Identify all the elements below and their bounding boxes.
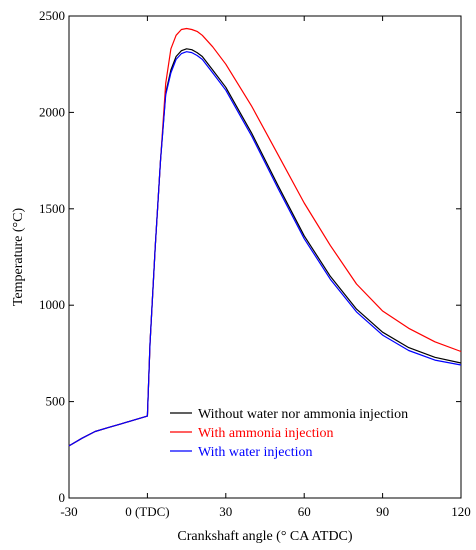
y-axis-title: Temperature (°C) xyxy=(11,208,26,307)
legend-label: Without water nor ammonia injection xyxy=(198,407,408,422)
x-axis-title: Crankshaft angle (° CA ATDC) xyxy=(177,529,352,544)
x-tick-label: 120 xyxy=(451,504,471,519)
legend: Without water nor ammonia injection With … xyxy=(170,407,408,460)
legend-label: With ammonia injection xyxy=(198,426,334,441)
series-line-2 xyxy=(68,27,462,447)
plot-frame xyxy=(68,15,462,499)
x-tick-label: 60 xyxy=(298,504,311,519)
x-tick-label: -30 xyxy=(60,504,77,519)
y-tick-label: 2500 xyxy=(39,8,65,23)
x-tick-label: 0 (TDC) xyxy=(125,504,169,519)
plot-area-border xyxy=(68,15,462,499)
y-tick-label: 500 xyxy=(46,394,66,409)
x-tick-label: 30 xyxy=(219,504,232,519)
x-tick-label: 90 xyxy=(376,504,389,519)
series-line-1 xyxy=(68,48,462,447)
series-line-3 xyxy=(68,51,462,447)
legend-label: With water injection xyxy=(198,445,313,460)
y-tick-label: 2000 xyxy=(39,104,65,119)
y-tick-label: 1500 xyxy=(39,201,65,216)
series-layer xyxy=(68,27,462,447)
y-tick-label: 0 xyxy=(59,490,66,505)
y-tick-label: 1000 xyxy=(39,297,65,312)
ticks-layer: -30 0 (TDC) 30 60 90 120 0 500 1000 1500 2000 2500 xyxy=(39,8,471,519)
